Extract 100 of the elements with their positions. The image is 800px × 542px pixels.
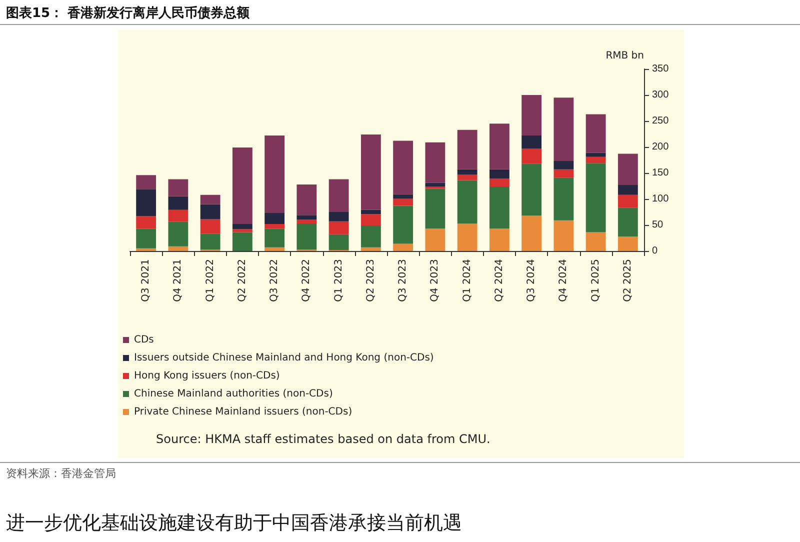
- legend-label: Private Chinese Mainland issuers (non-CDs): [134, 406, 352, 418]
- bar: [264, 213, 285, 224]
- bar: [522, 216, 542, 251]
- bar: [232, 229, 252, 232]
- bar: [618, 236, 638, 251]
- bar: [328, 234, 349, 250]
- bar: [457, 130, 478, 170]
- bar: [522, 148, 542, 164]
- y-tick-label: 150: [652, 168, 670, 178]
- bar: [200, 194, 220, 204]
- bar: [360, 214, 381, 226]
- bar: [586, 232, 606, 251]
- bar: [168, 222, 188, 246]
- bar: [586, 156, 606, 164]
- bar: [296, 215, 317, 220]
- bar: [328, 221, 349, 234]
- bar: [554, 169, 574, 178]
- bar: [232, 232, 252, 251]
- bar: [457, 174, 478, 180]
- y-tick-label: 300: [652, 90, 670, 100]
- legend-label: Issuers outside Chinese Mainland and Hong Kong (non-CDs): [134, 352, 434, 364]
- x-tick-label: Q3 2023: [398, 259, 409, 302]
- bar: [554, 98, 574, 162]
- bar: [360, 210, 381, 214]
- bar: [136, 228, 156, 248]
- x-tick-label: Q2 2024: [494, 259, 505, 302]
- bar: [489, 186, 510, 229]
- bar: [393, 198, 414, 206]
- bar: [296, 220, 317, 224]
- bar: [393, 244, 414, 251]
- bar: [200, 204, 220, 220]
- bar: [328, 179, 349, 212]
- x-tick-label: Q3 2021: [140, 259, 152, 302]
- x-tick-label: Q1 2025: [590, 259, 602, 302]
- bar: [200, 234, 220, 250]
- x-tick-label: Q3 2024: [526, 259, 538, 302]
- x-tick-label: Q1 2024: [462, 259, 473, 302]
- text: 进一步优化基础设施建设有助于中国香港承接当前机遇: [6, 511, 462, 536]
- legend-label: Chinese Mainland authorities (non-CDs): [134, 388, 333, 400]
- bar: [360, 226, 381, 248]
- bar: [232, 148, 252, 224]
- bar: [489, 228, 510, 251]
- bar: [296, 184, 317, 216]
- bar: [554, 161, 574, 170]
- bar: [489, 178, 510, 187]
- bar: [554, 178, 574, 220]
- source-note: Source: HKMA staff estimates based on data from CMU.: [156, 432, 490, 446]
- bar: [264, 136, 285, 214]
- bar: [618, 154, 638, 185]
- bar: [586, 163, 606, 232]
- bar: [489, 124, 510, 170]
- y-tick-label: 350: [652, 64, 670, 74]
- bar: [618, 184, 638, 195]
- x-tick-label: Q2 2023: [365, 259, 376, 302]
- bar: [618, 194, 638, 208]
- bar: [168, 246, 188, 251]
- bar: [360, 247, 381, 251]
- bar: [360, 134, 381, 210]
- bar: [168, 196, 188, 210]
- bar: [425, 228, 446, 251]
- bar: [522, 164, 542, 216]
- bar: [328, 212, 349, 222]
- y-tick-label: 100: [652, 194, 670, 204]
- x-tick-label: Q4 2021: [172, 259, 184, 302]
- bar: [618, 208, 638, 236]
- bar: [457, 223, 478, 251]
- bar: [200, 219, 220, 234]
- x-tick-label: Q3 2022: [269, 259, 280, 302]
- bar: [554, 220, 574, 251]
- y-tick-label: 50: [652, 220, 664, 230]
- bar: [425, 188, 446, 229]
- y-tick-label: 200: [652, 142, 670, 152]
- legend-label: Hong Kong issuers (non-CDs): [134, 370, 280, 382]
- bar: [522, 136, 542, 149]
- x-tick-label: Q4 2024: [558, 259, 570, 302]
- bar: [522, 95, 542, 136]
- bar: [296, 223, 317, 250]
- legend-label: CDs: [134, 334, 154, 346]
- x-tick-label: Q2 2025: [622, 259, 634, 302]
- bar: [489, 169, 510, 179]
- bar: [168, 179, 188, 196]
- bar: [264, 224, 285, 229]
- bar: [586, 152, 606, 157]
- bar: [136, 189, 156, 216]
- chart-title: 图表15： 香港新发行离岸人民币债券总额: [6, 4, 250, 22]
- x-tick-label: Q1 2022: [204, 259, 216, 302]
- bar: [586, 114, 606, 153]
- x-tick-label: Q1 2023: [333, 259, 344, 302]
- bar: [136, 175, 156, 190]
- x-tick-label: Q4 2023: [430, 259, 441, 302]
- bar: [232, 224, 252, 230]
- y-tick-label: 0: [652, 246, 658, 256]
- bar: [168, 210, 188, 222]
- text: 资料来源：香港金管局: [6, 466, 116, 481]
- bar: [136, 248, 156, 251]
- bar: [457, 180, 478, 224]
- bar: [264, 228, 285, 248]
- bar: [264, 247, 285, 251]
- x-tick-label: Q4 2022: [301, 259, 312, 302]
- bar: [393, 206, 414, 244]
